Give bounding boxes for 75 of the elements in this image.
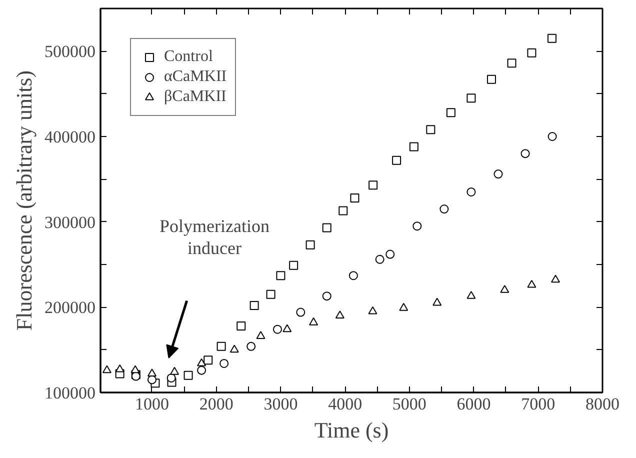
point xyxy=(102,365,112,374)
point xyxy=(130,365,140,374)
y-tick-label: 400000 xyxy=(44,128,96,146)
x-tick-label: 5000 xyxy=(392,394,426,414)
point xyxy=(216,342,226,351)
point xyxy=(520,149,530,158)
point xyxy=(322,292,332,301)
point xyxy=(368,180,378,190)
x-tick-label: 6000 xyxy=(456,394,491,414)
point xyxy=(350,193,360,202)
x-tick-label: 7000 xyxy=(521,394,556,414)
point xyxy=(466,187,476,196)
point xyxy=(399,302,408,311)
y-axis-title: Fluorescence (arbitrary units) xyxy=(12,70,36,331)
point xyxy=(115,364,124,372)
point xyxy=(507,58,516,68)
point xyxy=(432,298,442,306)
y-tick-label: 200000 xyxy=(44,298,96,318)
point xyxy=(166,374,176,382)
legend-label: Control xyxy=(164,48,213,66)
point xyxy=(250,300,259,310)
point xyxy=(289,260,298,270)
x-tick-label: 2000 xyxy=(199,394,234,414)
x-axis-title: Time (s) xyxy=(314,418,389,442)
x-tick-label: 8000 xyxy=(586,394,620,414)
point xyxy=(220,358,229,368)
point xyxy=(282,324,292,332)
point xyxy=(296,308,306,317)
point xyxy=(335,310,344,319)
point xyxy=(547,34,556,43)
point xyxy=(527,48,536,58)
point xyxy=(440,204,449,214)
point xyxy=(322,223,332,232)
x-tick-label: 3000 xyxy=(264,394,298,414)
point xyxy=(348,271,358,280)
point xyxy=(309,317,318,326)
y-tick-label: 500000 xyxy=(44,42,96,62)
point xyxy=(392,156,402,165)
point xyxy=(338,206,348,216)
point xyxy=(466,290,476,299)
point xyxy=(500,284,510,293)
point xyxy=(486,74,496,84)
point xyxy=(409,142,418,152)
point xyxy=(147,368,156,377)
point xyxy=(527,280,536,288)
point xyxy=(197,358,206,366)
point xyxy=(306,240,315,250)
point xyxy=(246,342,256,351)
point xyxy=(494,170,503,179)
y-tick-label: 100000 xyxy=(44,384,96,402)
point xyxy=(375,254,384,264)
point xyxy=(412,222,422,231)
point xyxy=(551,274,560,283)
point xyxy=(236,321,246,330)
point xyxy=(426,125,436,134)
point xyxy=(548,132,557,141)
point xyxy=(266,290,276,299)
point xyxy=(170,366,180,375)
point xyxy=(272,324,282,334)
point xyxy=(386,250,395,259)
point xyxy=(230,344,239,353)
annotation: Polymerization inducer xyxy=(159,216,270,258)
point xyxy=(184,370,193,380)
point xyxy=(197,366,206,375)
x-tick-label: 1000 xyxy=(134,394,169,414)
point xyxy=(446,108,456,118)
point xyxy=(466,94,476,103)
legend-label: βCaMKII xyxy=(164,88,226,106)
point xyxy=(368,306,378,314)
x-tick-label: 4000 xyxy=(328,394,362,414)
point xyxy=(276,271,286,280)
y-tick-label: 300000 xyxy=(44,212,96,232)
point xyxy=(256,331,266,339)
legend-label: αCaMKII xyxy=(164,68,227,86)
point xyxy=(204,356,213,365)
